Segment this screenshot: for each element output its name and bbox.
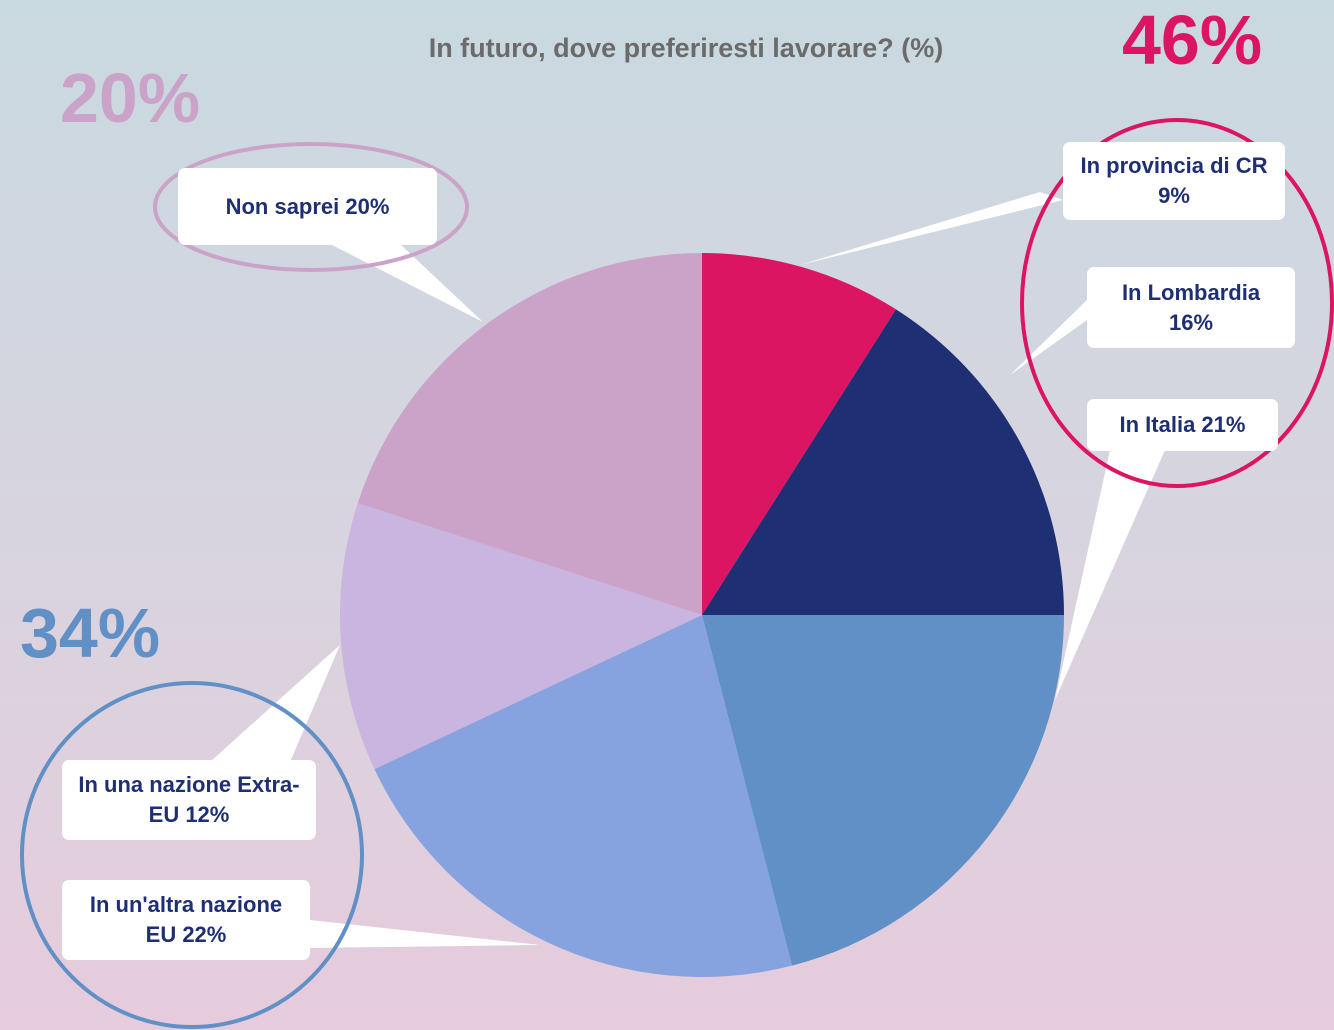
group-total: 34% (20, 594, 161, 672)
pointer (800, 192, 1063, 265)
pointer (1055, 450, 1165, 700)
pie-slice (702, 615, 1064, 966)
group-ellipse (20, 681, 364, 1029)
slice-label: Non saprei 20% (178, 168, 437, 245)
pie-slice (340, 503, 702, 770)
pie-slice (374, 615, 793, 977)
group-total: 20% (60, 59, 201, 137)
slice-label: In un'altra nazione EU 22% (62, 880, 310, 960)
pointer (310, 920, 540, 948)
pie-slice (702, 253, 896, 615)
group-ellipse (153, 142, 469, 272)
slice-label: In Italia 21% (1087, 399, 1278, 451)
chart-title: In futuro, dove preferiresti lavorare? (… (429, 33, 944, 63)
callout-pointers (210, 192, 1165, 948)
group-ellipse (1020, 118, 1334, 488)
slice-label: In Lombardia 16% (1087, 267, 1295, 348)
pointer (330, 244, 483, 322)
slice-label: In provincia di CR 9% (1063, 142, 1285, 220)
slice-label: In una nazione Extra-EU 12% (62, 760, 316, 840)
pie-slice (357, 252, 702, 615)
group-total: 46% (1122, 1, 1263, 79)
pie-slice (702, 309, 1064, 615)
